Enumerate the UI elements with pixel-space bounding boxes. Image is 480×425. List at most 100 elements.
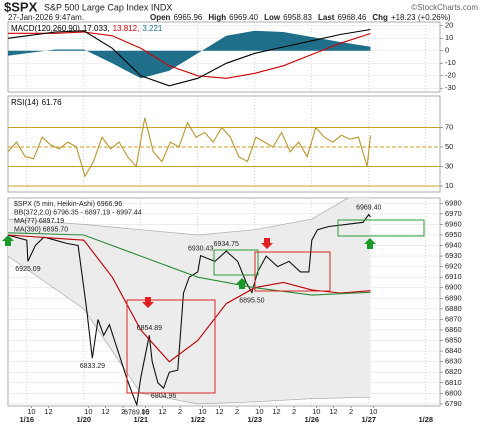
- x-date-label: 1/22: [190, 415, 205, 424]
- x-date-label: 1/20: [76, 415, 91, 424]
- quote-label: Open: [150, 13, 171, 22]
- y-tick-label: 6880: [445, 304, 462, 313]
- y-tick-label: 6860: [445, 325, 462, 334]
- datetime: 27-Jan-2026 9:47am.: [8, 13, 84, 22]
- x-time-label: 2: [178, 407, 182, 416]
- price-annotation: 6925.09: [15, 266, 40, 273]
- label-part: 61.76: [42, 98, 63, 107]
- series-group: [8, 198, 371, 406]
- y-tick-label: -30: [445, 83, 456, 92]
- quote-value: 6968.46: [337, 13, 366, 22]
- price-annotation: 6854.89: [137, 325, 162, 332]
- y-tick-label: 10: [445, 181, 453, 190]
- y-tick-label: 6900: [445, 283, 462, 292]
- band-lower: [8, 255, 371, 405]
- x-time-label: 2: [349, 407, 353, 416]
- up-arrow: [2, 235, 14, 246]
- y-tick-label: 6930: [445, 251, 462, 260]
- label-part: 13.812,: [113, 24, 140, 33]
- panel: [7, 21, 441, 93]
- y-tick-label: -10: [445, 58, 456, 67]
- price-annotation: 6934.75: [214, 241, 239, 248]
- price-annotation: 6969.40: [356, 204, 381, 211]
- series-group: [8, 117, 372, 178]
- y-tick-label: 6950: [445, 230, 462, 239]
- y-tick-label: 6840: [445, 346, 462, 355]
- y-tick-label: 6850: [445, 336, 462, 345]
- x-time-label: 12: [158, 407, 166, 416]
- quote-value: +18.23 (+0.26%): [391, 13, 451, 22]
- band-fill: [8, 198, 371, 404]
- down-arrow: [142, 297, 154, 308]
- band-upper: [8, 198, 349, 236]
- y-tick-label: 6810: [445, 378, 462, 387]
- x-time-label: 10: [369, 407, 377, 416]
- legend-entry: BB(372,2.0) 6796.35 - 6897.19 - 6997.44: [14, 209, 142, 216]
- quote-label: High: [208, 13, 226, 22]
- down-arrow: [261, 238, 273, 249]
- y-tick-label: 6820: [445, 367, 462, 376]
- price-annotation: 6930.43: [188, 245, 213, 252]
- series-line: [8, 117, 372, 178]
- x-time-label: 10: [255, 407, 263, 416]
- x-time-label: 10: [198, 407, 206, 416]
- panel: [7, 95, 441, 193]
- y-tick-label: 6970: [445, 209, 462, 218]
- x-date-label: 1/26: [304, 415, 319, 424]
- up-arrow: [364, 238, 376, 249]
- x-time-label: 12: [329, 407, 337, 416]
- label-part: 3.221: [142, 24, 163, 33]
- x-date-label: 1/23: [247, 415, 262, 424]
- x-date-label: 1/27: [361, 415, 376, 424]
- legend-entry: MA(390) 6895.70: [14, 226, 68, 233]
- symbol-name: S&P 500 Large Cap Index INDX: [44, 2, 172, 12]
- y-tick-label: 6790: [445, 399, 462, 408]
- symbol: $SPX: [4, 0, 38, 14]
- x-time-label: 12: [44, 407, 52, 416]
- y-tick-label: 6890: [445, 293, 462, 302]
- credit: ©StockCharts.com: [411, 3, 478, 12]
- price-annotation: 6804.96: [151, 393, 176, 400]
- y-tick-label: 0: [445, 46, 449, 55]
- x-date-label: 1/28: [418, 415, 433, 424]
- panel-label: RSI(14) 61.76: [11, 98, 62, 107]
- y-tick-label: 30: [445, 161, 453, 170]
- x-time-label: 12: [215, 407, 223, 416]
- y-tick-label: 6960: [445, 219, 462, 228]
- quote-label: Low: [264, 13, 281, 22]
- x-time-label: 10: [27, 407, 35, 416]
- y-tick-label: 6910: [445, 272, 462, 281]
- y-tick-label: 6800: [445, 388, 462, 397]
- x-time-label: 12: [272, 407, 280, 416]
- y-tick-label: 10: [445, 33, 453, 42]
- series-line: [8, 28, 371, 87]
- legend-entry: $SPX (5 min, Heikin-Ashi) 6966.96: [14, 201, 122, 208]
- red-box: [254, 251, 331, 292]
- label-part: MACD(120,260,90): [11, 24, 80, 33]
- y-tick-label: -20: [445, 71, 456, 80]
- quote: Open 6965.96 High 6969.40 Low 6958.83 Last 6968…: [150, 13, 451, 22]
- series-line: [8, 213, 371, 406]
- red-box: [126, 299, 216, 394]
- histogram-area: [8, 30, 371, 79]
- x-time-label: 2: [292, 407, 296, 416]
- x-time-label: 10: [312, 407, 320, 416]
- up-arrow: [236, 278, 248, 289]
- y-tick-label: 70: [445, 122, 453, 131]
- x-date-label: 1/21: [133, 415, 148, 424]
- x-time-label: 2: [121, 407, 125, 416]
- y-tick-label: 6830: [445, 357, 462, 366]
- quote-value: 6958.83: [283, 13, 312, 22]
- price-annotation: 6833.29: [80, 363, 105, 370]
- series-line: [8, 31, 371, 79]
- price-annotation: 6895.50: [239, 297, 264, 304]
- quote-value: 6969.40: [229, 13, 258, 22]
- x-time-label: 10: [141, 407, 149, 416]
- legend-entry: MA(77) 6897.19: [14, 218, 64, 225]
- label-part: RSI(14): [11, 98, 39, 107]
- quote-label: Chg: [372, 13, 388, 22]
- green-box: [213, 249, 259, 276]
- quote-value: 6965.96: [173, 13, 202, 22]
- x-time-label: 10: [84, 407, 92, 416]
